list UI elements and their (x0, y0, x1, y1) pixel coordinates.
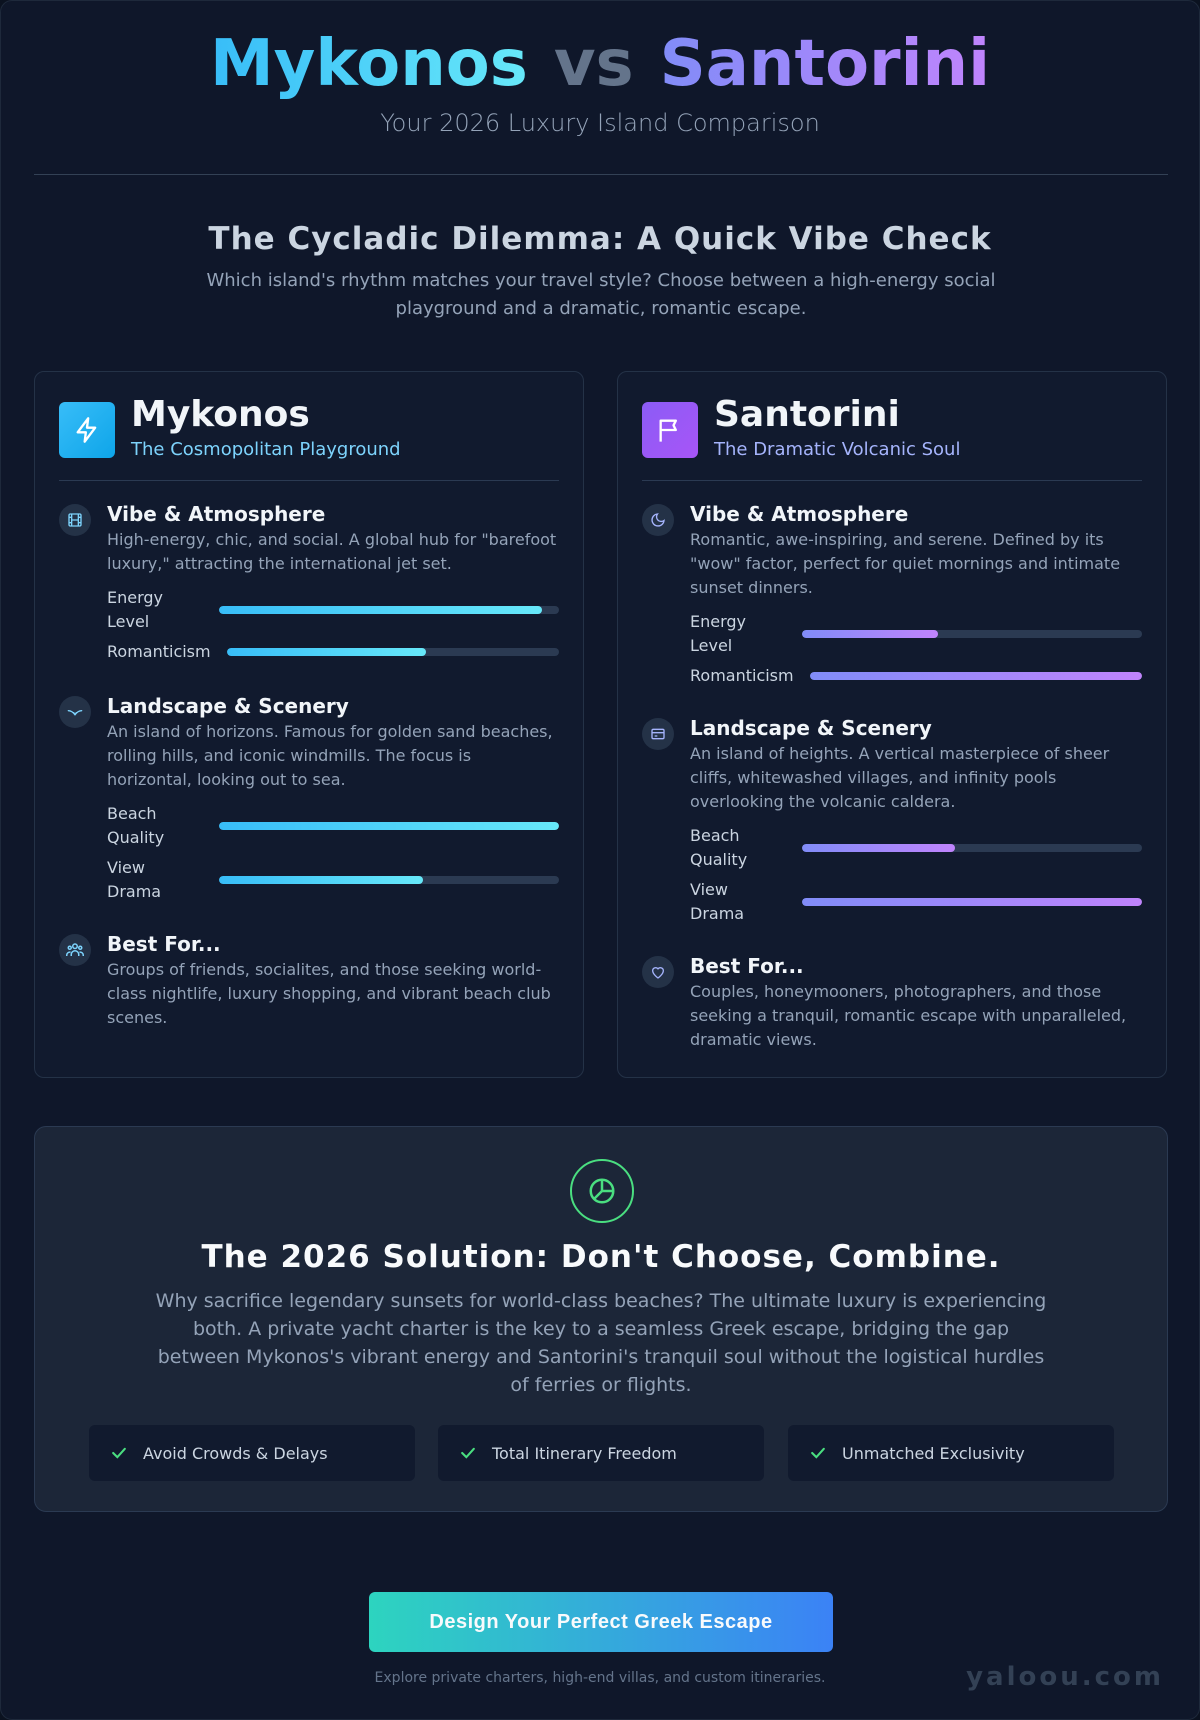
globe-icon (570, 1159, 634, 1223)
feature-text: Groups of friends, socialites, and those… (107, 960, 551, 1027)
metric-beach: Beach Quality (690, 824, 1142, 872)
benefit-pill: Unmatched Exclusivity (788, 1425, 1114, 1481)
metric-label: Beach (107, 804, 157, 823)
metric-track (810, 672, 1142, 680)
seagull-icon (59, 696, 91, 728)
metric-view: View Drama (107, 856, 559, 904)
title-santorini: Santorini (659, 27, 991, 101)
mykonos-card: Mykonos The Cosmopolitan Playground Vibe… (34, 371, 584, 1078)
feature-heading: Best For... (107, 932, 221, 956)
feature-heading: Best For... (690, 954, 804, 978)
metric-track (219, 876, 559, 884)
metric-label: Level (107, 612, 150, 631)
metric-beach: Beach Quality (107, 802, 559, 850)
benefit-label: Total Itinerary Freedom (492, 1443, 677, 1463)
benefit-pill: Total Itinerary Freedom (438, 1425, 764, 1481)
metric-romanticism: Romanticism (107, 640, 559, 664)
metric-label: View (107, 858, 145, 877)
metric-label: Beach (690, 826, 740, 845)
feature-text: An island of horizons. Famous for golden… (107, 722, 553, 789)
intro-description: Which island's rhythm matches your trave… (206, 270, 996, 319)
film-icon (59, 504, 91, 536)
intro-title: The Cycladic Dilemma: A Quick Vibe Check (208, 221, 992, 257)
metric-label: Romanticism (690, 666, 794, 685)
design-escape-button[interactable]: Design Your Perfect Greek Escape (369, 1592, 833, 1652)
group-icon (59, 934, 91, 966)
metric-track (802, 630, 1142, 638)
check-icon (458, 1443, 478, 1463)
header-divider (34, 174, 1168, 175)
metric-label: View (690, 880, 728, 899)
metric-track (219, 822, 559, 830)
solution-title: The 2026 Solution: Don't Choose, Combine… (201, 1239, 1001, 1275)
metric-label: Energy (690, 612, 747, 631)
cta-subtext: Explore private charters, high-end villa… (374, 1670, 826, 1686)
santorini-name: Santorini (714, 394, 900, 435)
metric-label: Quality (690, 850, 748, 869)
page-subtitle: Your 2026 Luxury Island Comparison (380, 109, 820, 137)
feature-text: High-energy, chic, and social. A global … (107, 530, 557, 573)
heart-icon (642, 956, 674, 988)
metric-track (802, 898, 1142, 906)
metric-label: Quality (107, 828, 165, 847)
santorini-tagline: The Dramatic Volcanic Soul (714, 439, 961, 460)
santorini-card: Santorini The Dramatic Volcanic Soul Vib… (617, 371, 1167, 1078)
title-vs: vs (553, 27, 634, 101)
feature-text: Couples, honeymooners, photographers, an… (690, 982, 1127, 1049)
card-icon (642, 718, 674, 750)
metric-view: View Drama (690, 878, 1142, 926)
metric-track (802, 844, 1142, 852)
metric-fill (802, 844, 955, 852)
lightning-icon (59, 402, 115, 458)
feature-text: Romantic, awe-inspiring, and serene. Def… (690, 530, 1121, 597)
page-title: Mykonos vs Santorini (1, 27, 1199, 101)
check-icon (109, 1443, 129, 1463)
feature-text: An island of heights. A vertical masterp… (690, 744, 1110, 811)
check-icon (808, 1443, 828, 1463)
solution-description: Why sacrifice legendary sunsets for worl… (155, 1290, 1047, 1396)
benefit-label: Avoid Crowds & Delays (143, 1443, 328, 1463)
metric-label: Energy (107, 588, 164, 607)
metric-label: Drama (690, 904, 745, 923)
benefit-label: Unmatched Exclusivity (842, 1443, 1025, 1463)
card-divider (59, 480, 559, 481)
metric-energy: Energy Level (107, 586, 559, 634)
mykonos-tagline: The Cosmopolitan Playground (131, 439, 401, 460)
metric-label: Drama (107, 882, 162, 901)
metric-fill (219, 876, 423, 884)
solution-panel: The 2026 Solution: Don't Choose, Combine… (34, 1126, 1168, 1512)
feature-heading: Landscape & Scenery (107, 694, 349, 718)
metric-track (227, 648, 559, 656)
flag-icon (642, 402, 698, 458)
metric-track (219, 606, 559, 614)
metric-fill (810, 672, 1142, 680)
moon-icon (642, 504, 674, 536)
brand-watermark: yaloou.com (966, 1662, 1164, 1692)
metric-fill (802, 898, 1142, 906)
metric-fill (219, 606, 542, 614)
feature-heading: Vibe & Atmosphere (107, 502, 326, 526)
metric-romanticism: Romanticism (690, 664, 1142, 688)
metric-fill (219, 822, 559, 830)
mykonos-name: Mykonos (131, 394, 310, 435)
feature-heading: Vibe & Atmosphere (690, 502, 909, 526)
metric-energy: Energy Level (690, 610, 1142, 658)
feature-heading: Landscape & Scenery (690, 716, 932, 740)
metric-label: Level (690, 636, 733, 655)
benefit-pill: Avoid Crowds & Delays (89, 1425, 415, 1481)
card-divider (642, 480, 1142, 481)
metric-label: Romanticism (107, 642, 211, 661)
metric-fill (802, 630, 938, 638)
title-mykonos: Mykonos (209, 27, 528, 101)
metric-fill (227, 648, 427, 656)
